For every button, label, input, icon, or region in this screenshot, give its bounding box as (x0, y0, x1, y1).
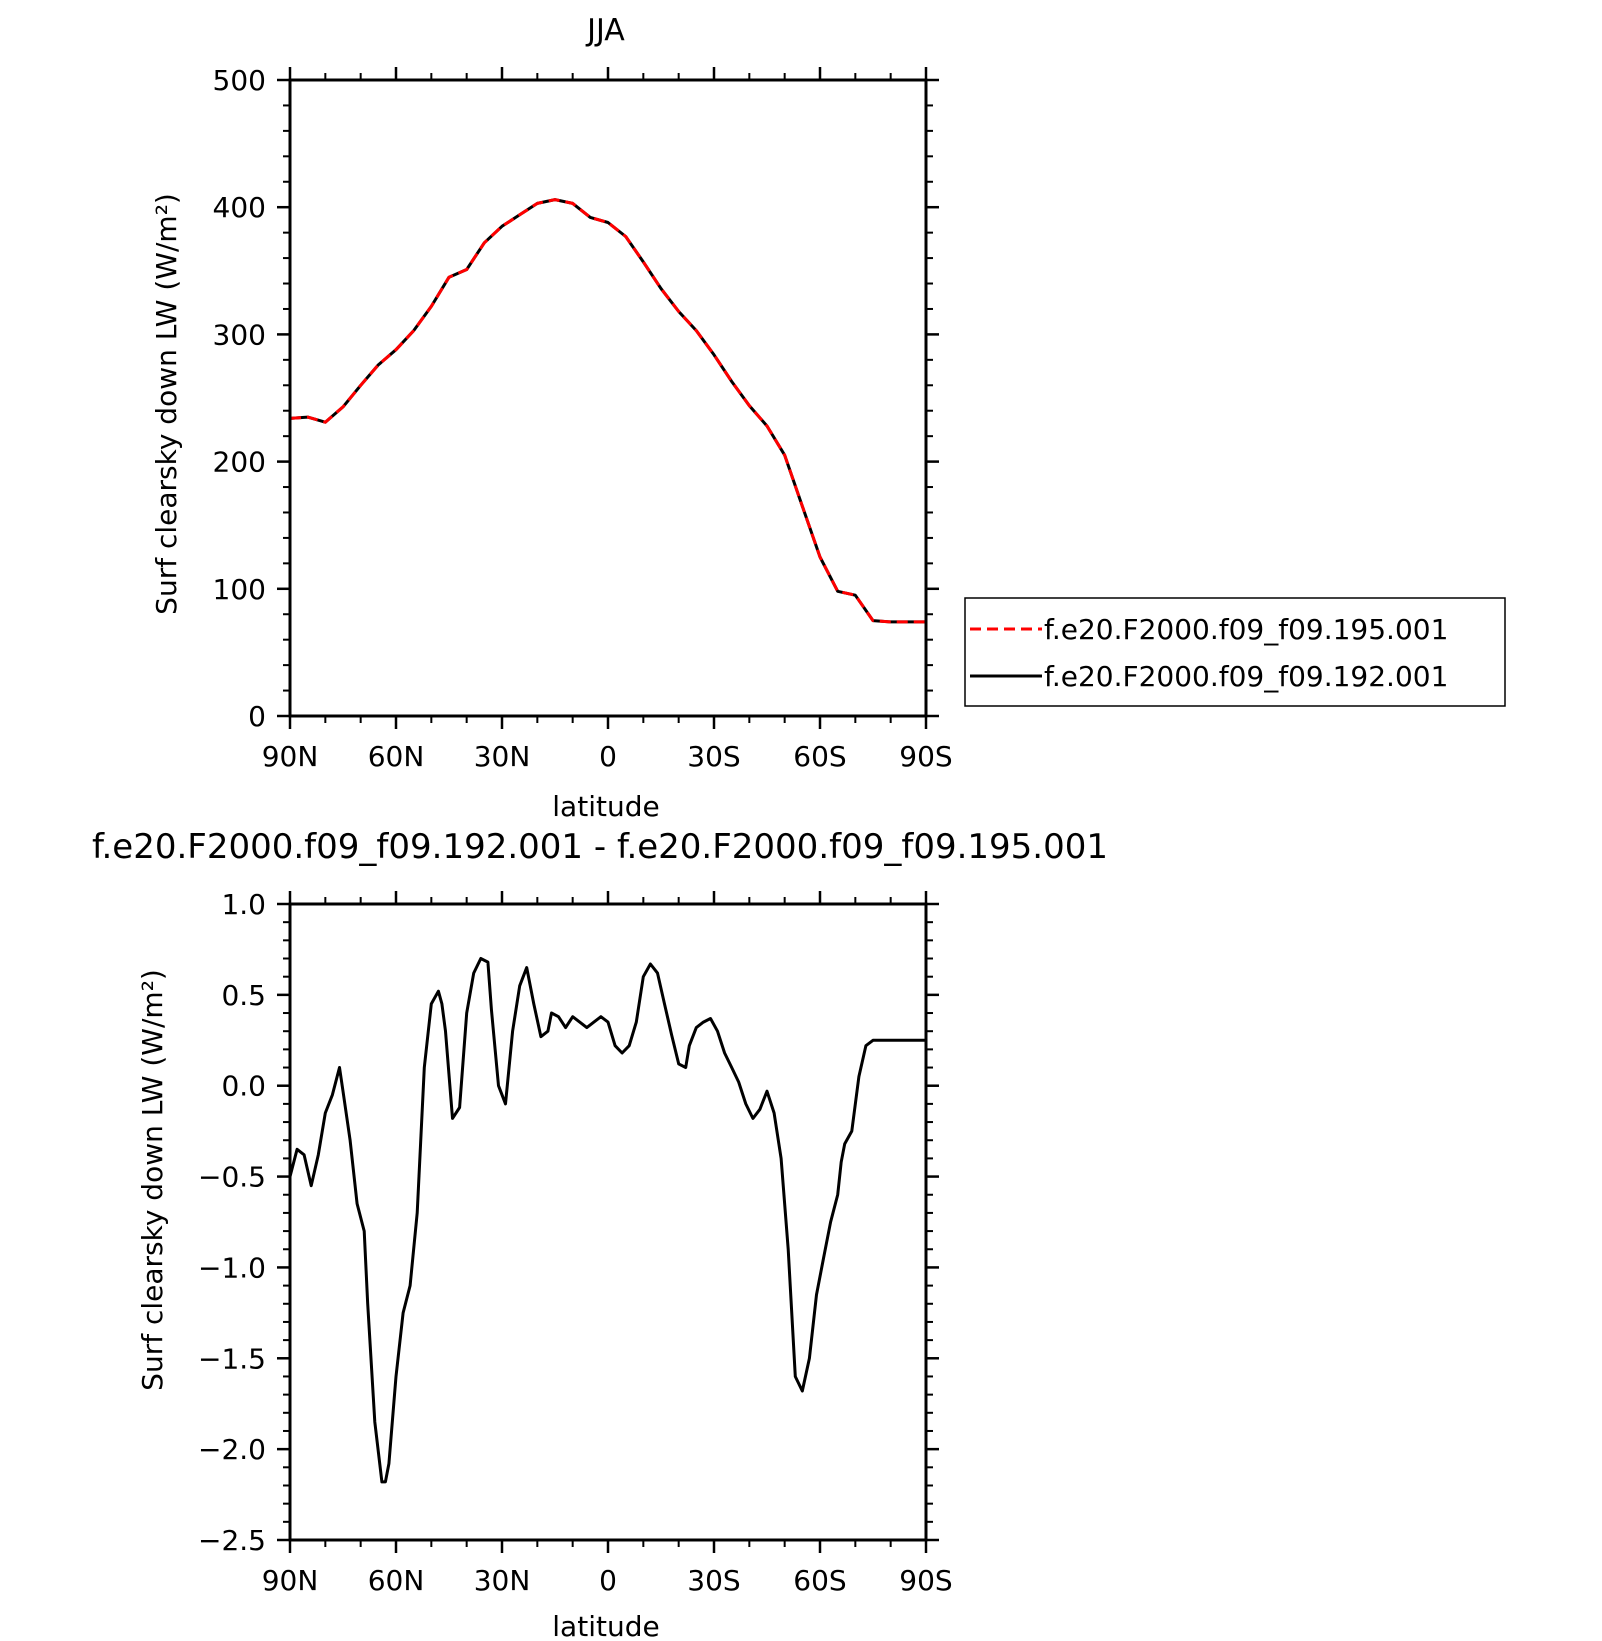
top-x-tick-label: 30N (474, 740, 531, 773)
bottom-y-tick-label: −2.0 (198, 1433, 266, 1466)
bottom-y-tick-label: −1.0 (198, 1251, 266, 1284)
top-panel: JJA Surf clearsky down LW (W/m²) latitud… (150, 13, 1506, 823)
top-y-tick-label: 0 (248, 700, 266, 733)
top-series-group (289, 198, 926, 624)
bottom-y-tick-label: 0.5 (221, 979, 266, 1012)
top-series-line-dashed (289, 198, 926, 624)
top-chart-title: JJA (585, 13, 625, 48)
bottom-plot-frame (288, 902, 928, 1542)
top-x-tick-label: 0 (599, 740, 617, 773)
top-y-tick-label: 100 (213, 573, 266, 606)
bottom-y-tick-label: −2.5 (198, 1524, 266, 1557)
legend-entry-192: f.e20.F2000.f09_f09.192.001 (1044, 660, 1448, 693)
bottom-axis-ticks: 90N 60N 30N 0 30S 60S 90S −2.5 −2.0 −1.5 −1.0 −0.5 0… (198, 888, 953, 1597)
bottom-x-tick-label: 30S (687, 1564, 740, 1597)
top-x-axis-label: latitude (552, 790, 659, 823)
top-y-tick-label: 200 (213, 446, 266, 479)
bottom-panel: f.e20.F2000.f09_f09.192.001 - f.e20.F200… (92, 827, 1108, 1641)
top-x-tick-label: 90S (899, 740, 952, 773)
bottom-y-tick-label: −1.5 (198, 1342, 266, 1375)
bottom-y-tick-label: −0.5 (198, 1161, 266, 1194)
bottom-x-tick-label: 0 (599, 1564, 617, 1597)
bottom-y-axis-label: Surf clearsky down LW (W/m²) (136, 969, 169, 1391)
bottom-x-axis-label: latitude (552, 1610, 659, 1641)
bottom-x-tick-label: 90N (262, 1564, 319, 1597)
top-y-axis-label: Surf clearsky down LW (W/m²) (150, 193, 183, 615)
bottom-x-tick-label: 60S (793, 1564, 846, 1597)
bottom-chart-title: f.e20.F2000.f09_f09.192.001 - f.e20.F200… (92, 827, 1108, 867)
top-plot-frame (288, 78, 928, 718)
top-axis-ticks: 90N 60N 30N 0 30S 60S 90S 0 100 200 300 400 500 (213, 64, 953, 773)
bottom-x-tick-label: 90S (899, 1564, 952, 1597)
bottom-series-group (288, 957, 926, 1484)
bottom-y-tick-label: 0.0 (221, 1070, 266, 1103)
top-y-axis-label-group: Surf clearsky down LW (W/m²) (150, 193, 183, 615)
top-x-tick-label: 90N (262, 740, 319, 773)
top-x-tick-label: 30S (687, 740, 740, 773)
legend: f.e20.F2000.f09_f09.195.001 f.e20.F2000.… (964, 597, 1506, 707)
bottom-y-tick-label: 1.0 (221, 888, 266, 921)
top-y-tick-label: 400 (213, 191, 266, 224)
legend-box (964, 597, 1506, 707)
bottom-series-line-solid (288, 957, 926, 1484)
top-x-tick-label: 60S (793, 740, 846, 773)
top-x-tick-label: 60N (368, 740, 425, 773)
bottom-y-axis-label-group: Surf clearsky down LW (W/m²) (136, 969, 169, 1391)
top-series-line-solid (289, 198, 926, 624)
bottom-x-tick-label: 60N (368, 1564, 425, 1597)
bottom-x-tick-label: 30N (474, 1564, 531, 1597)
legend-entry-195: f.e20.F2000.f09_f09.195.001 (1044, 613, 1448, 646)
top-y-tick-label: 300 (213, 318, 266, 351)
top-y-tick-label: 500 (213, 64, 266, 97)
